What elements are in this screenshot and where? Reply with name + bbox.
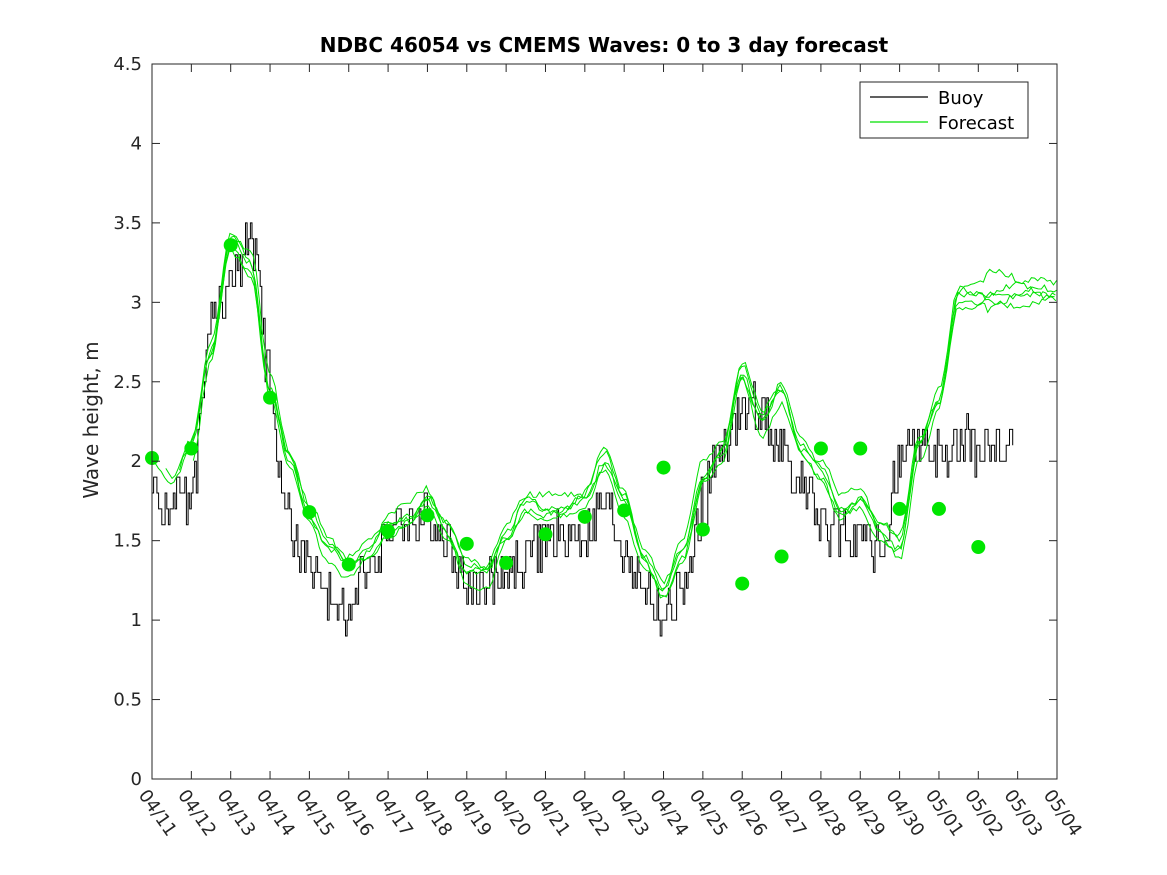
forecast-marker xyxy=(695,522,710,537)
forecast-marker xyxy=(853,441,868,456)
forecast-marker xyxy=(263,390,278,405)
forecast-marker xyxy=(735,576,750,591)
y-tick-label: 4.5 xyxy=(113,54,142,75)
y-tick-label: 3 xyxy=(131,292,142,313)
y-tick-label: 3.5 xyxy=(113,213,142,234)
forecast-marker xyxy=(381,524,396,539)
y-tick-label: 1 xyxy=(131,610,142,631)
forecast-series-line xyxy=(179,232,1055,585)
forecast-marker xyxy=(892,501,907,516)
forecast-marker xyxy=(538,527,553,542)
forecast-marker xyxy=(617,503,632,518)
forecast-marker xyxy=(774,549,789,564)
axes-box xyxy=(151,63,1058,780)
y-tick-label: 1.5 xyxy=(113,531,142,552)
y-tick-label: 4 xyxy=(131,133,142,154)
forecast-marker xyxy=(656,460,671,475)
forecast-marker xyxy=(931,501,946,516)
chart-title: NDBC 46054 vs CMEMS Waves: 0 to 3 day fo… xyxy=(320,33,889,57)
forecast-marker xyxy=(223,238,238,253)
y-tick-label: 2.5 xyxy=(113,372,142,393)
forecast-marker xyxy=(420,508,435,523)
buoy-series-line xyxy=(152,222,1014,637)
legend: Buoy Forecast xyxy=(859,81,1029,139)
forecast-series-line xyxy=(192,235,1057,592)
forecast-marker xyxy=(341,557,356,572)
forecast-marker xyxy=(459,536,474,551)
legend-box xyxy=(859,81,1029,139)
y-tick-label: 2 xyxy=(131,451,142,472)
plot-area xyxy=(145,222,1058,637)
y-tick-label: 0 xyxy=(131,769,142,790)
forecast-marker xyxy=(499,555,514,570)
legend-forecast-label: Forecast xyxy=(938,113,1014,134)
forecast-marker xyxy=(577,509,592,524)
forecast-marker xyxy=(184,441,199,456)
y-tick-label: 0.5 xyxy=(113,690,142,711)
forecast-marker xyxy=(971,540,986,555)
legend-buoy-label: Buoy xyxy=(938,88,984,109)
forecast-marker xyxy=(302,505,317,520)
y-axis-label: Wave height, m xyxy=(79,341,103,498)
forecast-marker xyxy=(813,441,828,456)
